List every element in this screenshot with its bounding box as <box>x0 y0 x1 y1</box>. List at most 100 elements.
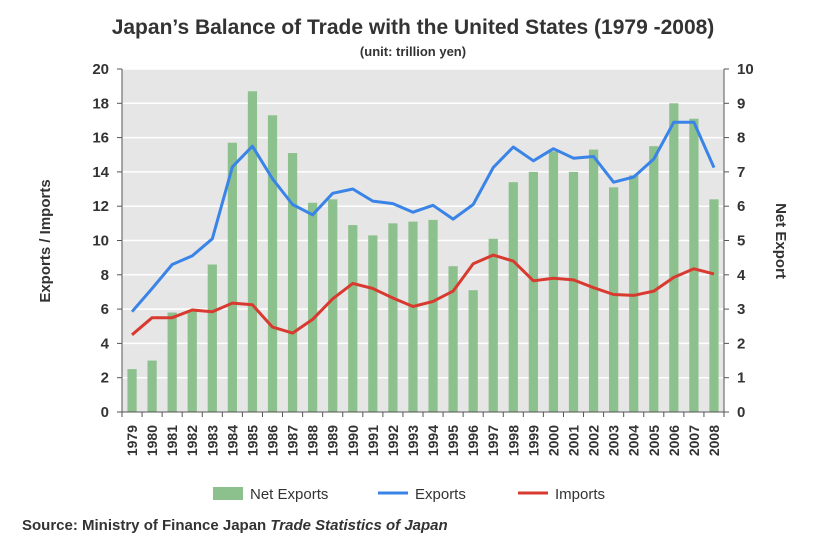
left-tick-label: 16 <box>92 130 109 147</box>
x-tick-label-1996: 1996 <box>465 425 481 456</box>
right-tick-label: 5 <box>737 233 745 250</box>
x-tick-label-2003: 2003 <box>606 425 622 456</box>
x-tick-label-2007: 2007 <box>686 425 702 456</box>
x-tick-label-1988: 1988 <box>305 425 321 456</box>
x-tick-label-1985: 1985 <box>244 425 260 456</box>
bar-net-exports-2007 <box>689 118 699 413</box>
x-tick-label-1986: 1986 <box>265 425 281 456</box>
x-tick-label-1983: 1983 <box>204 425 220 456</box>
x-tick-label-1989: 1989 <box>325 425 341 456</box>
bar-net-exports-1993 <box>408 221 418 412</box>
x-tick-label-2006: 2006 <box>666 425 682 456</box>
x-tick-label-1997: 1997 <box>485 425 501 456</box>
bar-net-exports-1982 <box>187 310 197 412</box>
legend-label-imports: Imports <box>555 486 605 503</box>
left-tick-label: 6 <box>101 301 109 318</box>
bar-net-exports-1994 <box>428 219 438 412</box>
bar-net-exports-2002 <box>588 149 599 413</box>
x-tick-label-2002: 2002 <box>586 425 602 456</box>
x-tick-label-1994: 1994 <box>425 425 441 456</box>
right-tick-label: 3 <box>737 301 745 318</box>
left-tick-label: 4 <box>101 335 110 352</box>
x-tick-label-1995: 1995 <box>445 425 461 456</box>
x-tick-label-2000: 2000 <box>545 425 561 456</box>
bar-net-exports-1986 <box>267 115 278 413</box>
x-tick-label-2008: 2008 <box>706 425 722 456</box>
right-tick-label: 10 <box>737 61 754 78</box>
x-tick-label-1993: 1993 <box>405 425 421 456</box>
x-tick-label-1982: 1982 <box>184 425 200 456</box>
x-tick-label-1991: 1991 <box>365 425 381 456</box>
left-tick-label: 10 <box>92 233 109 250</box>
left-tick-label: 14 <box>92 164 109 181</box>
line-series <box>130 120 716 336</box>
right-tick-label: 4 <box>737 267 746 284</box>
bar-net-exports-1990 <box>348 225 358 412</box>
bar-net-exports-1998 <box>508 182 518 412</box>
bar-net-exports-1996 <box>468 290 478 412</box>
left-tick-label: 20 <box>92 61 109 78</box>
right-tick-label: 7 <box>737 164 745 181</box>
x-tick-label-1992: 1992 <box>385 425 401 456</box>
bar-net-exports-2005 <box>649 146 659 413</box>
bar-net-exports-1985 <box>247 91 258 413</box>
x-tick-label-1980: 1980 <box>144 425 160 456</box>
x-tick-label-1987: 1987 <box>285 425 301 456</box>
source-note: Source: Ministry of Finance Japan Trade … <box>22 517 448 534</box>
legend: Net Exports Exports Imports <box>213 486 605 503</box>
x-tick-label-1979: 1979 <box>124 425 140 456</box>
bar-net-exports-1992 <box>388 223 398 412</box>
left-tick-label: 0 <box>101 404 109 421</box>
x-tick-label-2004: 2004 <box>626 425 642 456</box>
left-tick-label: 12 <box>92 198 109 215</box>
gridlines <box>122 68 724 379</box>
bar-net-exports-1991 <box>368 235 378 412</box>
x-tick-label-1998: 1998 <box>505 425 521 456</box>
bar-net-exports-1983 <box>207 264 217 412</box>
bar-net-exports-1989 <box>328 199 338 412</box>
left-tick-label: 2 <box>101 370 109 387</box>
bar-net-exports-1999 <box>528 171 538 412</box>
left-axis-label: Exports / Imports <box>37 179 54 302</box>
right-tick-label: 8 <box>737 130 745 147</box>
net-exports-bars <box>127 91 719 413</box>
line-imports <box>131 253 715 336</box>
bar-net-exports-2004 <box>629 175 639 412</box>
bar-net-exports-2001 <box>568 171 579 412</box>
bar-net-exports-2003 <box>609 187 619 412</box>
bar-net-exports-1980 <box>147 360 157 412</box>
chart-title: Japan’s Balance of Trade with the United… <box>112 16 715 39</box>
x-tick-label-1984: 1984 <box>224 425 240 456</box>
bar-net-exports-1987 <box>287 153 298 412</box>
source-publication: Trade Statistics of Japan <box>270 517 448 534</box>
bar-net-exports-1997 <box>488 238 498 412</box>
line-exports <box>130 120 716 313</box>
left-tick-label: 18 <box>92 95 109 112</box>
right-tick-label: 2 <box>737 335 745 352</box>
bar-net-exports-1984 <box>227 142 237 412</box>
right-tick-label: 6 <box>737 198 745 215</box>
right-tick-label: 9 <box>737 95 745 112</box>
legend-swatch-net-exports <box>213 487 243 500</box>
bar-net-exports-2006 <box>669 103 679 413</box>
left-tick-label: 8 <box>101 267 109 284</box>
x-tick-label-1999: 1999 <box>525 425 541 456</box>
right-tick-label: 0 <box>737 404 745 421</box>
axes <box>117 68 729 417</box>
bar-net-exports-1995 <box>448 266 458 412</box>
x-tick-label-1990: 1990 <box>345 425 361 456</box>
right-axis-label: Net Export <box>772 203 789 279</box>
bar-net-exports-2008 <box>709 199 719 412</box>
chart-subtitle: (unit: trillion yen) <box>360 44 466 59</box>
x-tick-label-1981: 1981 <box>164 425 180 456</box>
x-tick-label-2005: 2005 <box>646 425 662 456</box>
x-tick-label-2001: 2001 <box>566 425 582 456</box>
legend-label-exports: Exports <box>415 486 466 503</box>
source-prefix: Source: Ministry of Finance Japan <box>22 517 271 534</box>
bar-net-exports-1981 <box>167 312 177 412</box>
right-tick-label: 1 <box>737 370 745 387</box>
legend-label-net-exports: Net Exports <box>250 486 328 503</box>
bar-net-exports-2000 <box>548 151 559 412</box>
